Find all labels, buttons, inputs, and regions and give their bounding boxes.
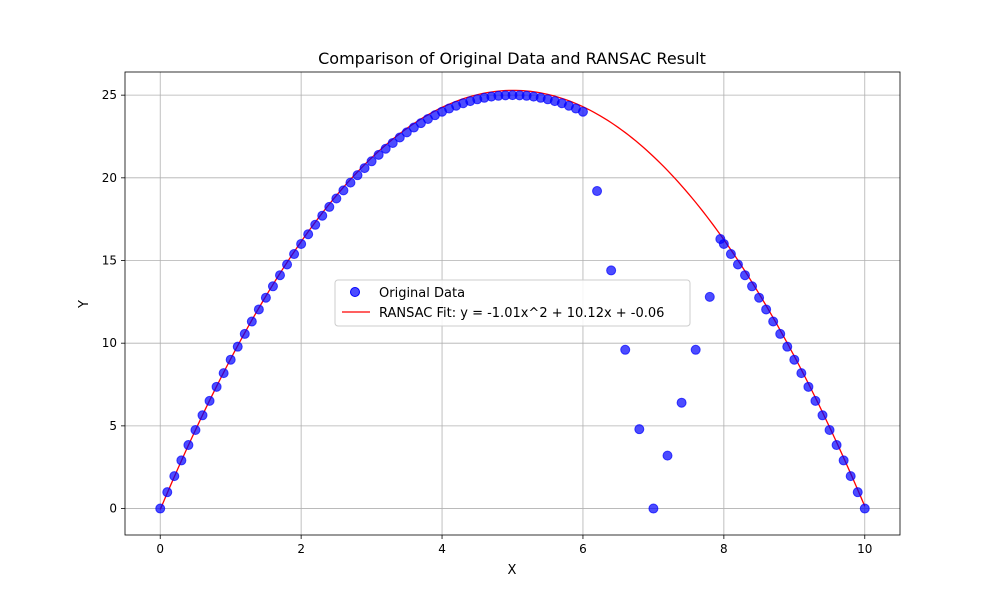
data-point	[782, 341, 793, 352]
x-tick-label: 8	[720, 542, 728, 556]
data-point	[401, 127, 412, 138]
data-point	[796, 368, 807, 379]
data-point	[359, 163, 370, 174]
data-point	[732, 259, 743, 270]
data-point	[817, 410, 828, 421]
y-tick-label: 5	[109, 419, 117, 433]
data-point	[803, 381, 814, 392]
data-point	[275, 270, 285, 281]
data-point	[352, 170, 363, 181]
data-point	[303, 229, 314, 240]
data-point	[824, 425, 835, 435]
data-point	[740, 270, 750, 281]
data-point	[155, 503, 166, 514]
data-point	[845, 471, 856, 482]
data-point	[859, 503, 870, 514]
y-tick-label: 10	[102, 336, 117, 350]
plot-frame	[124, 71, 901, 536]
data-point	[218, 368, 229, 379]
data-point	[662, 450, 673, 461]
data-point	[317, 210, 328, 221]
data-point	[761, 304, 772, 315]
data-point	[747, 281, 758, 292]
x-tick-label: 10	[857, 542, 872, 556]
x-tick-label: 4	[438, 542, 446, 556]
y-axis-label: Y	[77, 300, 92, 309]
legend: Original Data RANSAC Fit: y = -1.01x^2 +…	[334, 279, 691, 327]
data-point	[211, 381, 222, 392]
data-point	[253, 304, 264, 315]
x-tick-label: 0	[156, 542, 164, 556]
data-point	[606, 265, 617, 276]
x-tick-label: 2	[297, 542, 305, 556]
legend-label-original-data: Original Data	[379, 286, 465, 301]
data-point	[838, 455, 849, 466]
y-tick-label: 20	[102, 171, 117, 185]
chart-title: Comparison of Original Data and RANSAC R…	[318, 49, 706, 68]
data-point	[197, 410, 208, 421]
data-point	[704, 291, 715, 302]
data-point	[345, 177, 356, 188]
data-point	[225, 354, 236, 365]
data-point	[232, 341, 243, 352]
y-tick-label: 25	[102, 88, 117, 102]
data-point	[246, 316, 257, 327]
data-point	[366, 156, 377, 167]
data-point	[204, 395, 215, 406]
data-point	[620, 344, 631, 355]
data-point	[577, 106, 588, 117]
data-point	[754, 292, 765, 303]
data-point	[634, 424, 645, 435]
data-point	[289, 249, 300, 260]
data-point	[282, 259, 293, 270]
legend-marker-original-data	[350, 287, 360, 297]
data-point	[183, 440, 194, 451]
data-point	[775, 328, 786, 339]
x-axis-label: X	[508, 563, 517, 578]
y-tick-label: 15	[102, 254, 117, 268]
data-point	[394, 132, 405, 143]
data-point	[718, 238, 729, 249]
data-point	[373, 149, 384, 160]
data-point	[725, 249, 736, 260]
data-point	[592, 186, 603, 197]
data-point	[789, 354, 800, 365]
data-point	[831, 440, 842, 451]
data-point	[310, 219, 321, 230]
data-point	[176, 455, 187, 466]
data-point	[852, 487, 863, 498]
data-point	[162, 487, 173, 498]
legend-label-ransac-fit: RANSAC Fit: y = -1.01x^2 + 10.12x + -0.0…	[379, 306, 664, 321]
data-point	[408, 122, 419, 133]
grid	[125, 72, 900, 535]
data-point	[338, 185, 349, 196]
data-point	[324, 201, 335, 212]
scatter-points	[155, 90, 870, 514]
axis-ticks: 0 2 4 6 8 10 0 5 10 15 20 25	[102, 88, 873, 556]
data-point	[267, 281, 278, 292]
data-point	[169, 471, 180, 482]
data-point	[331, 193, 342, 204]
y-tick-label: 0	[109, 502, 117, 516]
x-tick-label: 6	[579, 542, 587, 556]
data-point	[690, 344, 701, 355]
data-point	[260, 292, 271, 303]
legend-box	[334, 279, 691, 327]
data-point	[768, 316, 779, 327]
data-point	[239, 328, 250, 339]
data-point	[387, 137, 398, 148]
data-point	[810, 395, 821, 406]
data-point	[676, 397, 687, 408]
data-point	[296, 238, 307, 249]
data-point	[648, 503, 659, 514]
data-point	[380, 143, 391, 154]
data-point	[190, 425, 201, 435]
